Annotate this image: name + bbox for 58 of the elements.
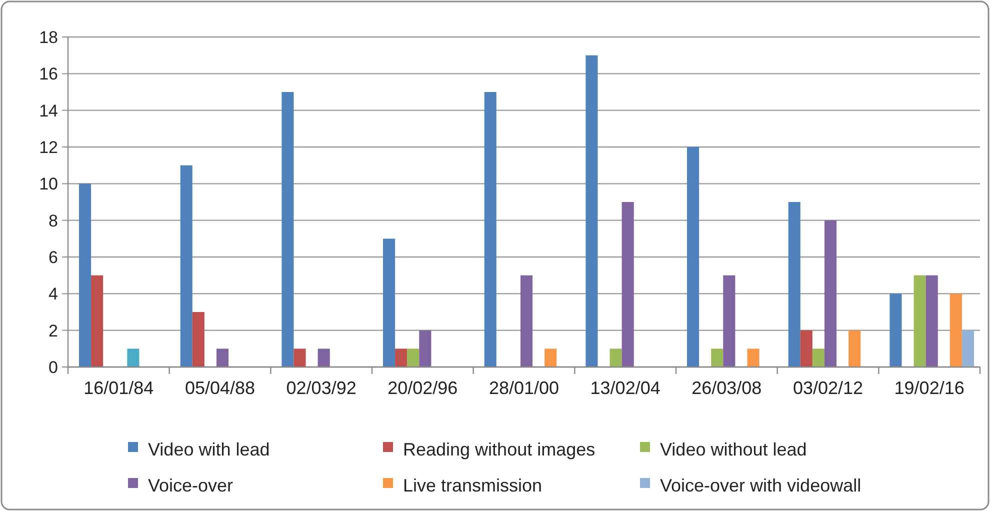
legend-label: Video with lead <box>148 439 270 460</box>
bar <box>484 92 496 367</box>
x-tick-label: 05/04/88 <box>184 378 256 398</box>
bar <box>192 312 204 367</box>
x-tick-label: 20/02/96 <box>388 378 458 398</box>
x-tick-label: 26/03/08 <box>692 378 762 398</box>
y-tick-label: 16 <box>39 64 58 84</box>
bar <box>180 165 192 367</box>
y-tick-label: 6 <box>48 248 58 267</box>
bar <box>383 238 396 367</box>
bar <box>962 330 974 367</box>
bar <box>318 348 330 367</box>
bar <box>711 348 724 367</box>
bar <box>926 275 938 367</box>
bar <box>282 92 294 367</box>
bar <box>610 348 622 367</box>
legend-label: Video without lead <box>660 439 807 460</box>
bar <box>395 348 408 367</box>
bar <box>747 348 760 367</box>
bar <box>419 330 432 367</box>
x-tick-label: 16/01/84 <box>84 378 154 398</box>
bar <box>824 220 837 367</box>
bar <box>216 348 229 367</box>
bar <box>91 275 104 367</box>
bar <box>586 55 598 367</box>
bar <box>544 348 557 367</box>
x-tick-label: 28/01/00 <box>488 378 560 398</box>
y-tick-label: 14 <box>39 101 58 120</box>
bar <box>407 348 420 367</box>
x-tick-label: 13/02/04 <box>590 378 660 398</box>
bar <box>914 275 926 367</box>
y-tick-label: 12 <box>39 138 58 157</box>
legend-label: Voice-over <box>148 475 234 496</box>
y-tick-label: 4 <box>48 284 58 304</box>
bar <box>687 147 700 367</box>
y-tick-label: 2 <box>48 321 58 340</box>
y-tick-label: 10 <box>39 174 58 194</box>
bar <box>79 184 92 367</box>
bar <box>622 202 634 367</box>
y-tick-label: 8 <box>48 211 58 230</box>
bar <box>127 348 140 367</box>
x-tick-label: 03/02/12 <box>792 378 864 398</box>
bar <box>788 202 800 367</box>
x-tick-label: 19/02/16 <box>894 378 964 398</box>
x-tick-label: 02/03/92 <box>286 378 356 398</box>
bar <box>294 348 306 367</box>
bar <box>520 275 533 367</box>
bar <box>723 275 736 367</box>
legend-label: Live transmission <box>403 475 542 496</box>
bar <box>800 330 812 367</box>
y-tick-label: 18 <box>39 28 58 47</box>
bar <box>812 348 824 367</box>
legend-label: Reading without images <box>403 439 596 460</box>
y-tick-label: 0 <box>48 358 58 377</box>
bar <box>890 294 902 367</box>
bar <box>848 330 861 367</box>
legend-label: Voice-over with videowall <box>660 475 862 496</box>
bar <box>950 294 962 367</box>
